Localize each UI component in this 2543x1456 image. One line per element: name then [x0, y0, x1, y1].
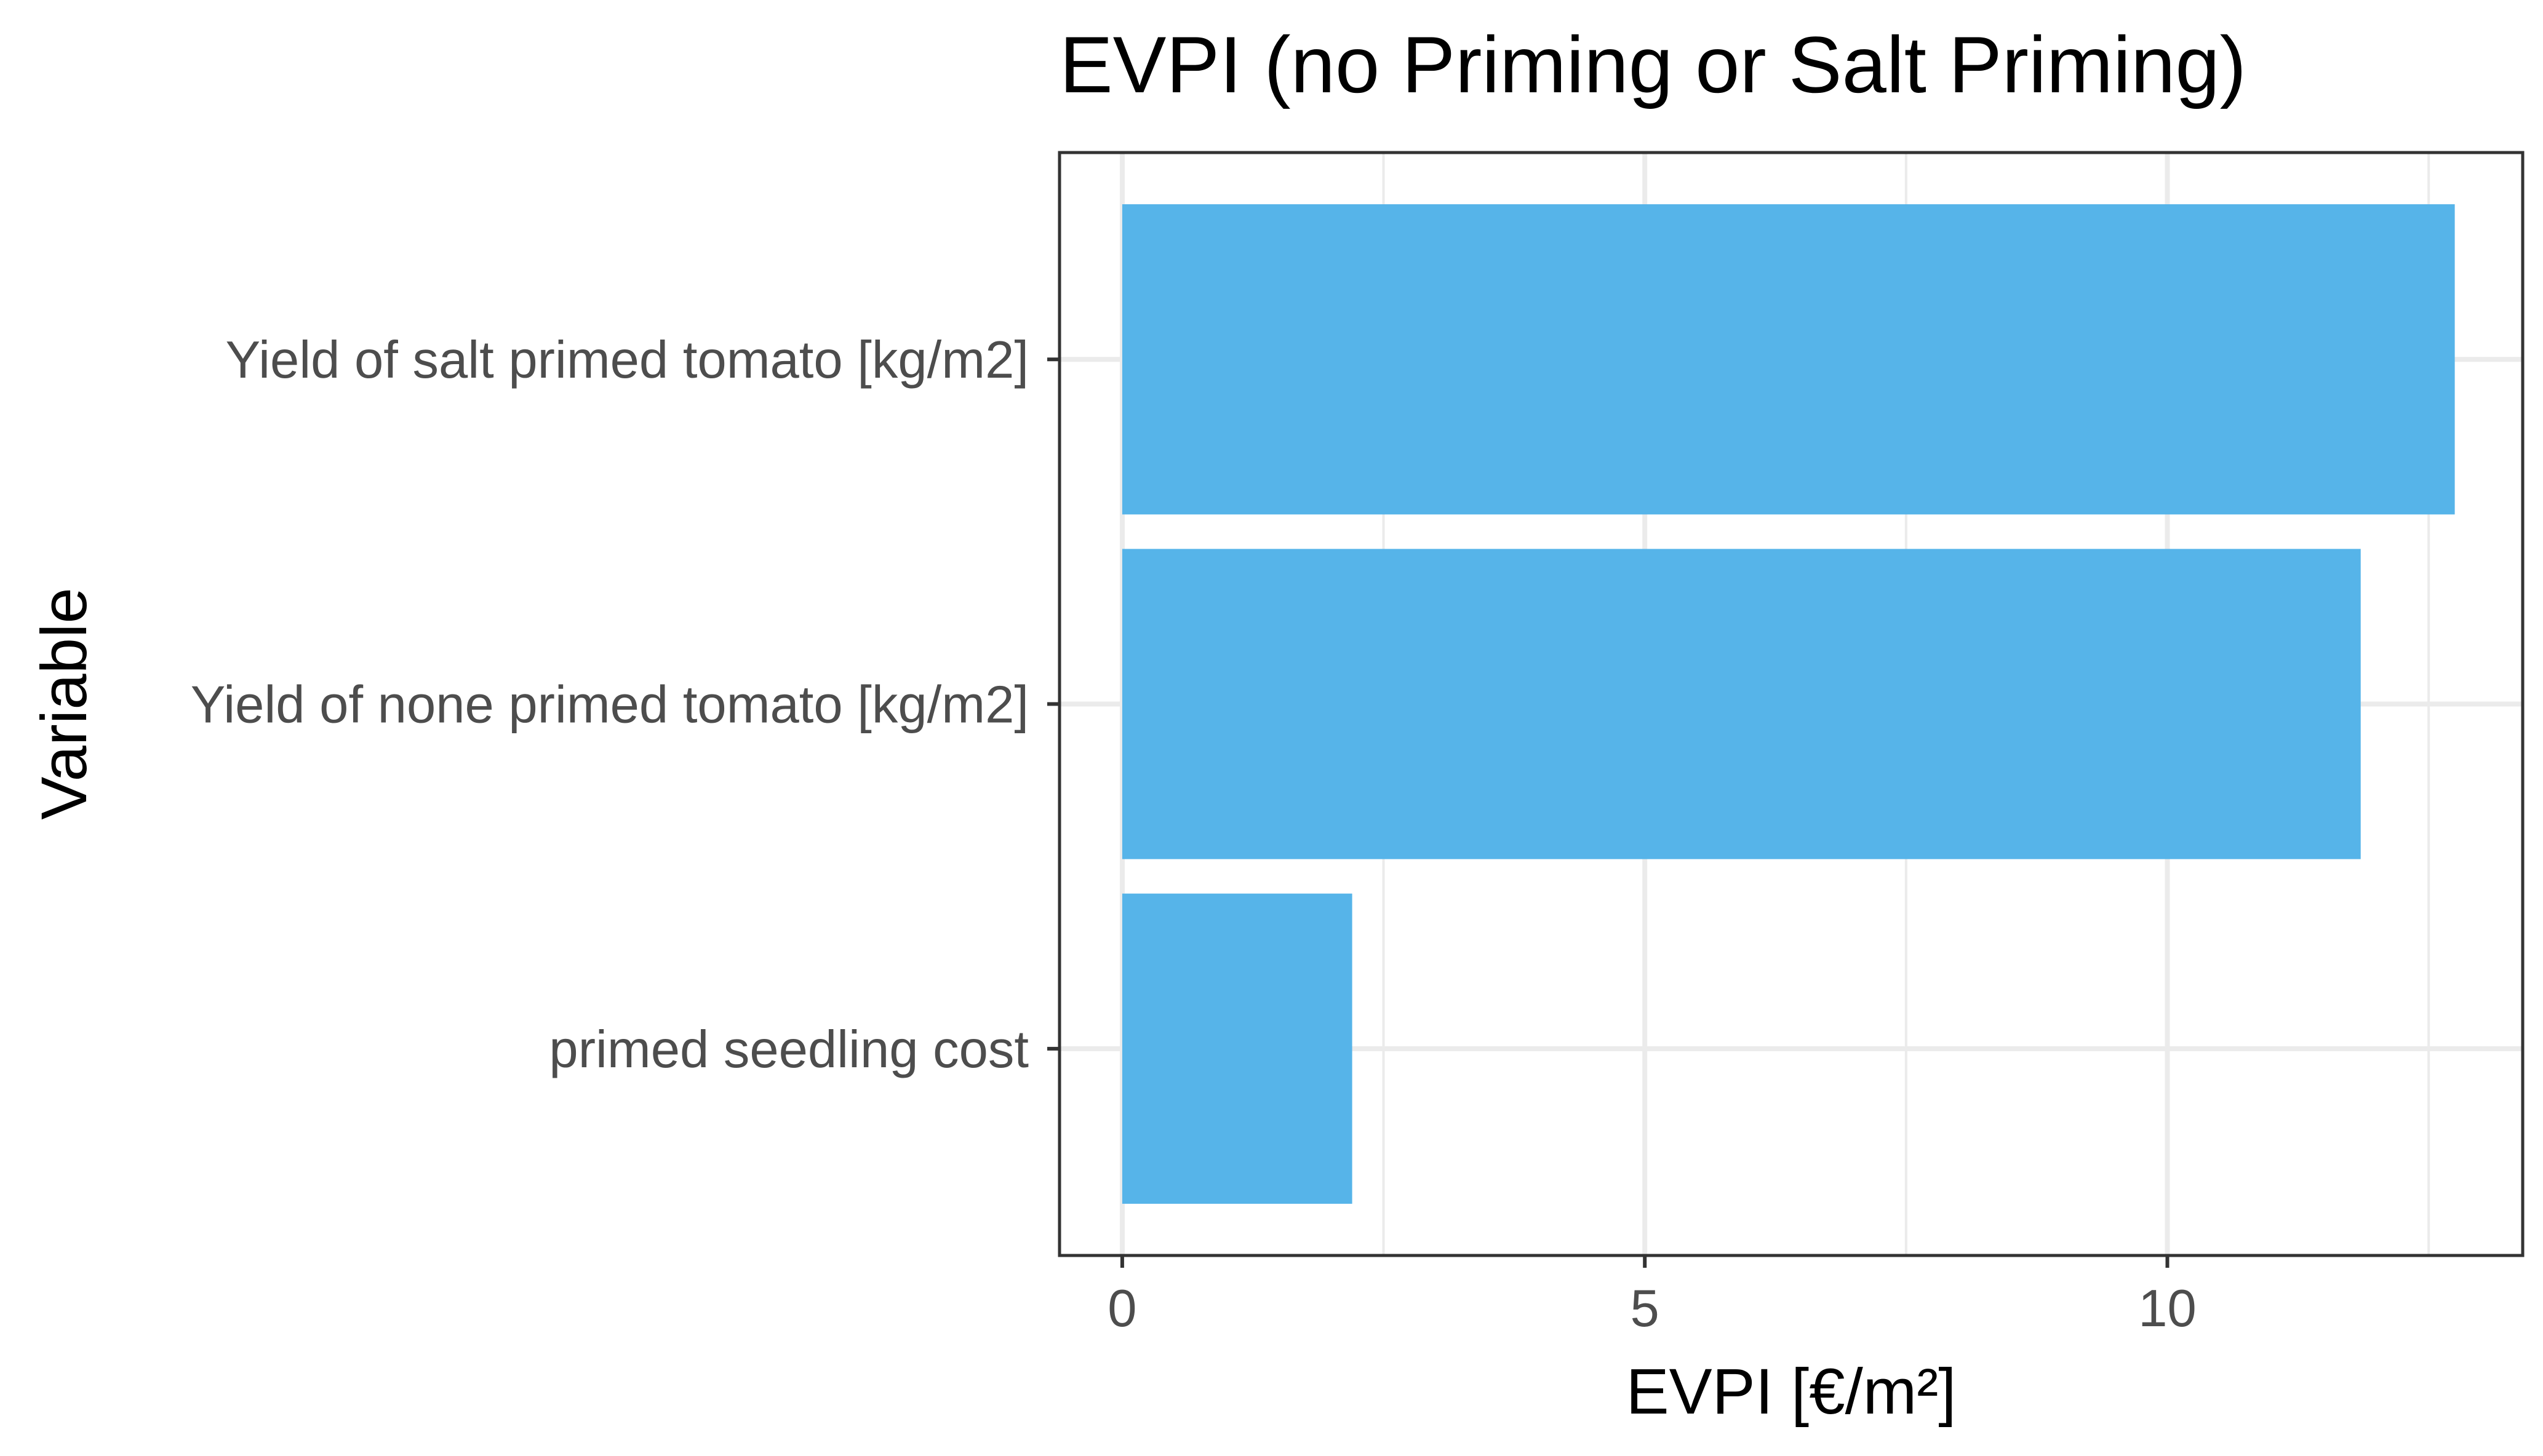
y-tick-label: primed seedling cost [549, 1020, 1029, 1079]
x-tick-label: 10 [2138, 1279, 2197, 1338]
bar [1122, 893, 1352, 1204]
bar [1122, 549, 2361, 859]
x-tick-label: 0 [1108, 1279, 1136, 1338]
chart-title: EVPI (no Priming or Salt Priming) [1060, 20, 2246, 109]
x-axis-title: EVPI [€/m²] [1626, 1356, 1957, 1428]
bar-layer [1122, 204, 2455, 1204]
y-axis-title: Variable [28, 587, 100, 819]
x-tick-label: 5 [1631, 1279, 1659, 1338]
y-tick-label: Yield of salt primed tomato [kg/m2] [226, 331, 1029, 389]
y-tick-label: Yield of none primed tomato [kg/m2] [191, 676, 1029, 734]
axis-layer: 0 5 10 Yield of salt primed tomato [kg/m2] Y… [191, 331, 2197, 1338]
bar [1122, 204, 2455, 515]
